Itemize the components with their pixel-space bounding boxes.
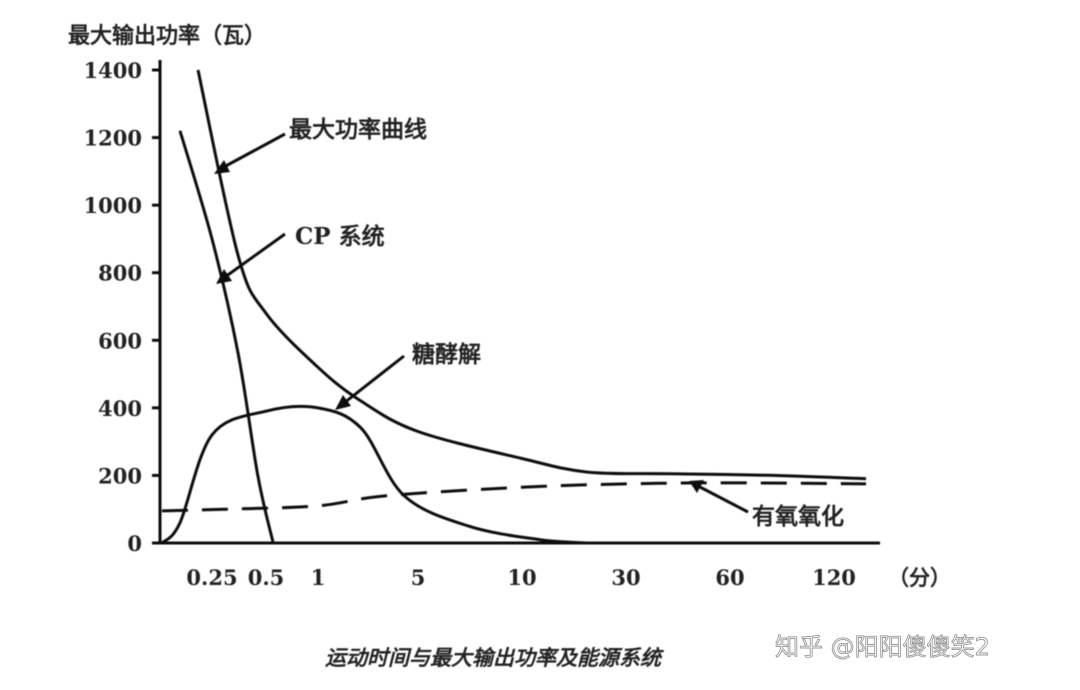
series-cp-system <box>178 130 275 544</box>
series-aerobic-oxidation <box>161 481 867 513</box>
y-axis-label: 最大输出功率（瓦） <box>68 23 266 49</box>
y-tick-label: 600 <box>98 328 142 353</box>
series-max-power-curve <box>196 69 867 481</box>
x-tick-label: 30 <box>611 565 640 590</box>
y-tick-group: 0 200 400 600 800 1000 1200 1400 <box>84 58 160 556</box>
y-tick-label: 1200 <box>84 126 142 151</box>
x-tick-label: 0.5 <box>248 565 285 590</box>
series-glycolysis <box>160 404 588 545</box>
x-tick-label: 120 <box>812 565 856 590</box>
y-tick-label: 1400 <box>84 58 142 83</box>
series-group <box>160 69 867 545</box>
annotation-arrow-glycolysis <box>335 354 405 410</box>
y-tick-label: 1000 <box>84 193 142 218</box>
y-tick-label: 0 <box>127 531 142 556</box>
annotation-arrow-cp <box>216 232 286 284</box>
annotation-arrow-max-power <box>214 132 286 174</box>
figure-caption: 运动时间与最大输出功率及能源系统 <box>325 645 665 670</box>
x-tick-label: 60 <box>715 565 744 590</box>
x-tick-label: 0.25 <box>186 565 237 590</box>
watermark-text: 知乎 @阳阳傻傻笑2 <box>775 633 990 661</box>
annotation-max-power-curve: 最大功率曲线 <box>289 116 427 143</box>
x-axis-unit-label: （分） <box>888 565 951 590</box>
annotation-aerobic-oxidation: 有氧氧化 <box>752 503 844 530</box>
x-tick-label: 10 <box>507 565 536 590</box>
x-tick-label: 5 <box>411 565 426 590</box>
y-tick-label: 400 <box>98 396 142 421</box>
annotation-cp-system: CP 系统 <box>295 223 385 250</box>
annotation-glycolysis: 糖酵解 <box>412 341 481 368</box>
x-tick-group: 0.25 0.5 1 5 10 30 60 120 <box>186 565 856 590</box>
y-tick-label: 800 <box>98 261 142 286</box>
x-tick-label: 1 <box>311 565 326 590</box>
y-tick-label: 200 <box>98 463 142 488</box>
annotation-arrow-aerobic <box>689 480 749 514</box>
